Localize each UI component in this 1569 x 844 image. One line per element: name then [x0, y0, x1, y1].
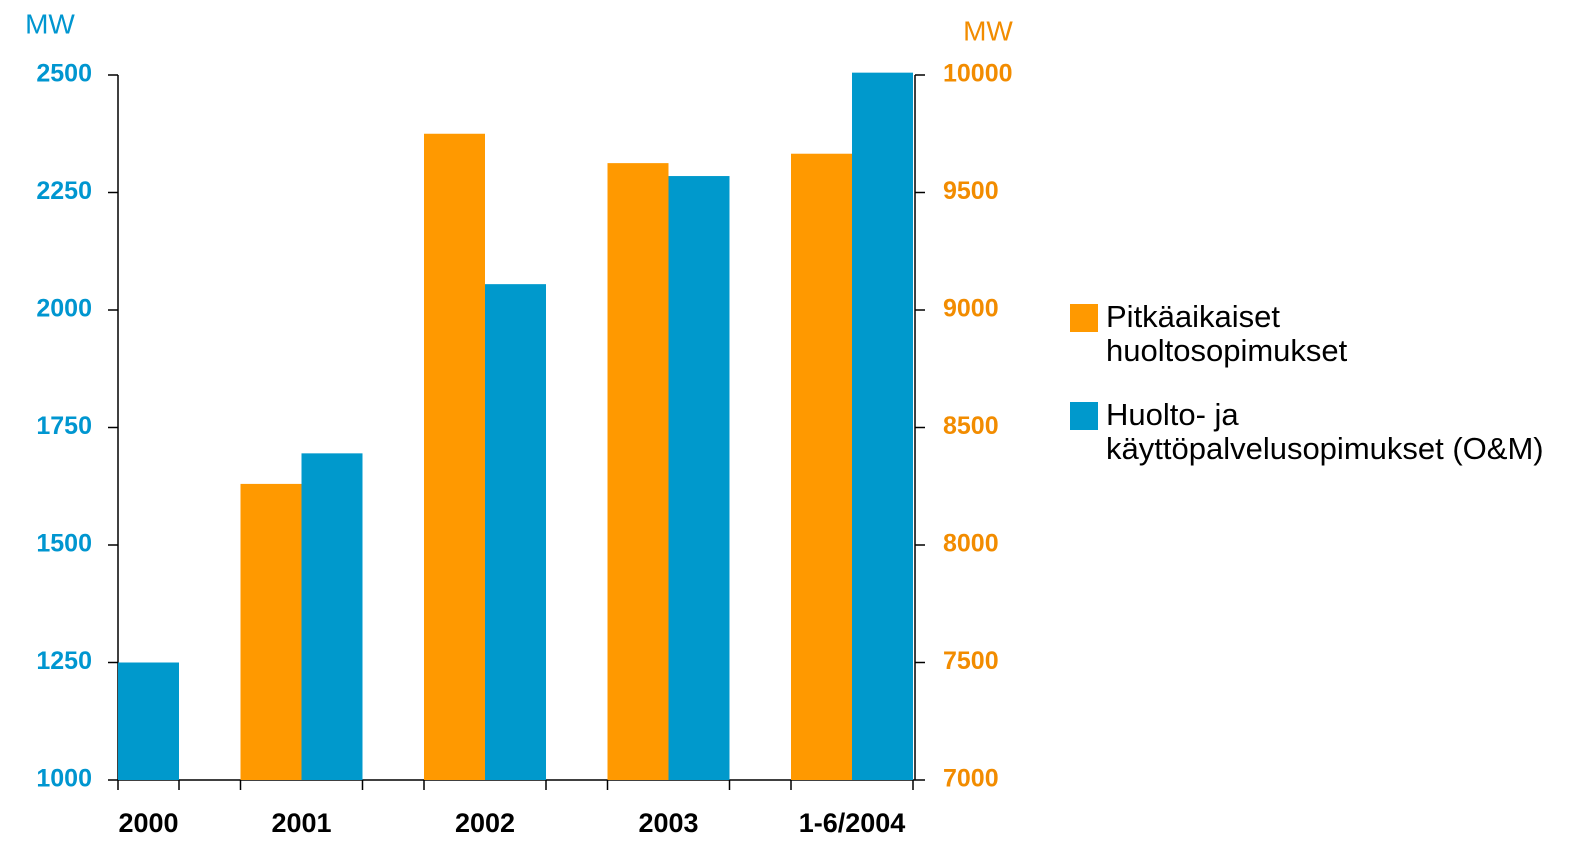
bar [852, 72, 913, 780]
bar [485, 284, 546, 780]
legend-label: Huolto- ja käyttöpalvelusopimukset (O&M) [1106, 397, 1544, 466]
y2-tick-label: 7000 [943, 765, 999, 793]
bar [791, 153, 852, 781]
bar [118, 662, 179, 780]
bar [424, 133, 485, 780]
x-tick-label: 2001 [271, 808, 331, 838]
y2-tick-label: 10000 [943, 60, 1013, 88]
x-tick-label: 1-6/2004 [799, 808, 906, 838]
legend-item: Huolto- ja käyttöpalvelusopimukset (O&M) [1070, 398, 1550, 466]
y-tick-label: 1500 [36, 530, 92, 558]
bar [240, 483, 302, 780]
y-tick-label: 2000 [36, 295, 92, 323]
y-tick-label: 2500 [36, 60, 92, 88]
y-axis-label: MW [25, 8, 75, 39]
y2-tick-label: 7500 [943, 647, 999, 675]
y-tick-label: 1250 [36, 647, 92, 675]
x-tick-label: 2003 [638, 808, 698, 838]
legend-swatch [1070, 304, 1098, 332]
y2-tick-label: 8500 [943, 412, 999, 440]
y2-tick-label: 9000 [943, 295, 999, 323]
legend-item: Pitkäaikaiset huoltosopimukset [1070, 300, 1550, 368]
y-tick-label: 2250 [36, 177, 92, 205]
bar [301, 453, 363, 780]
y2-tick-label: 9500 [943, 177, 999, 205]
y-tick-label: 1750 [36, 412, 92, 440]
legend: Pitkäaikaiset huoltosopimukset Huolto- ja… [1070, 300, 1550, 496]
x-tick-label: 2000 [118, 808, 178, 838]
x-tick-label: 2002 [455, 808, 515, 838]
y-tick-label: 1000 [36, 765, 92, 793]
y2-axis-label: MW [963, 15, 1013, 46]
bar [668, 176, 730, 781]
legend-label: Pitkäaikaiset huoltosopimukset [1106, 299, 1348, 368]
bar [607, 163, 669, 780]
y2-tick-label: 8000 [943, 530, 999, 558]
legend-swatch [1070, 402, 1098, 430]
